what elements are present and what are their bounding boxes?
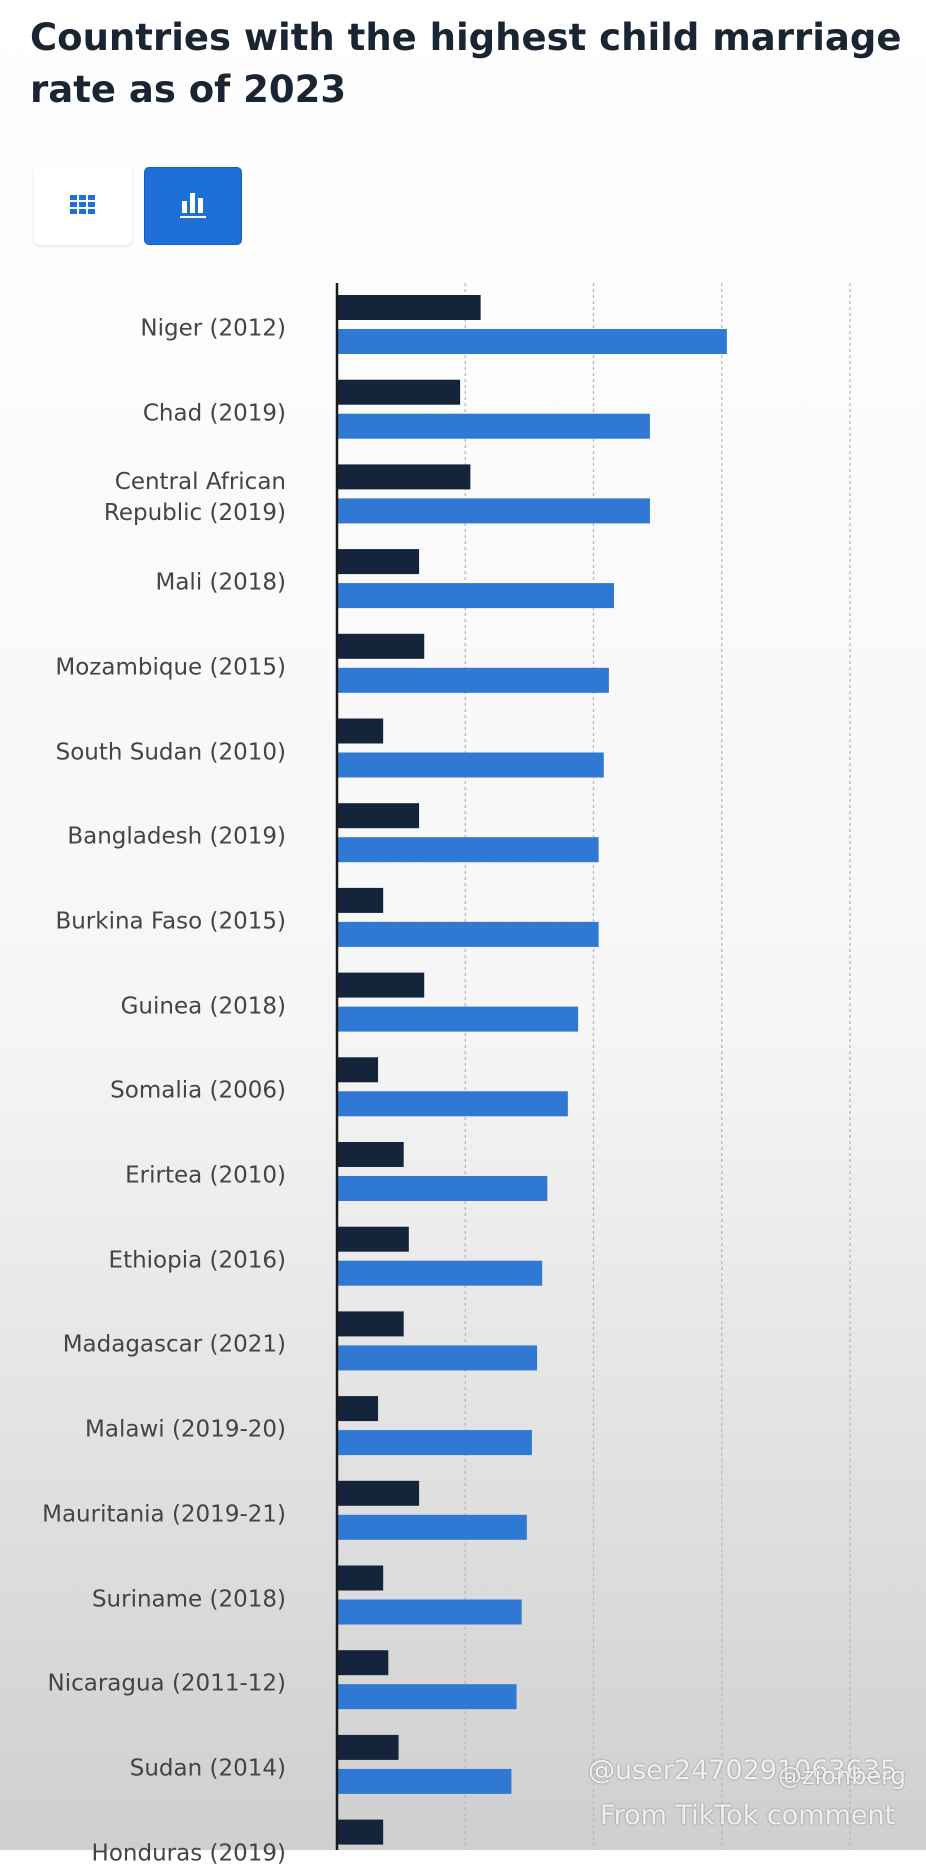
bar	[337, 583, 615, 609]
bar	[337, 1734, 399, 1760]
bar	[337, 972, 425, 998]
watermark: @zionberg	[778, 1762, 906, 1790]
bar	[337, 1260, 543, 1286]
category-label: Honduras (2019)	[91, 1840, 286, 1867]
chart-title: Countries with the highest child marriag…	[30, 16, 902, 111]
category-label: Burkina Faso (2015)	[55, 908, 286, 935]
category-label: Chad (2019)	[142, 400, 286, 427]
grid-icon	[70, 195, 95, 214]
category-label: Nicaragua (2011-12)	[47, 1670, 286, 1697]
bar	[337, 803, 420, 829]
category-label: Ethiopia (2016)	[108, 1247, 286, 1274]
category-label: Niger (2012)	[140, 315, 286, 342]
bar	[337, 1091, 568, 1117]
bar	[337, 1565, 384, 1591]
bar	[337, 1176, 548, 1201]
bar	[337, 752, 604, 778]
watermark: From TikTok comment	[600, 1800, 896, 1831]
bar	[337, 921, 599, 947]
bar	[337, 1514, 527, 1540]
bar	[337, 1430, 532, 1456]
bar	[337, 718, 384, 744]
watermark: @user2470291063635	[588, 1755, 898, 1786]
category-label: Somalia (2006)	[110, 1077, 286, 1104]
category-label: Sudan (2014)	[129, 1755, 286, 1782]
bar	[337, 1396, 379, 1422]
bar	[337, 1819, 384, 1845]
bar	[337, 1345, 538, 1371]
bar	[337, 549, 420, 575]
bar	[337, 1006, 579, 1032]
bar	[337, 464, 471, 490]
bar	[337, 633, 425, 659]
bar	[337, 1599, 522, 1625]
bar	[337, 329, 727, 354]
table-view-button[interactable]	[34, 167, 132, 245]
bar	[337, 1057, 379, 1083]
category-label: Mali (2018)	[155, 569, 286, 596]
bar	[337, 837, 599, 863]
bar	[337, 1650, 389, 1676]
bar	[337, 1311, 404, 1337]
category-label: Mauritania (2019-21)	[42, 1501, 286, 1528]
bar	[337, 667, 609, 693]
category-label: Malawi (2019-20)	[85, 1416, 286, 1443]
category-label: Erirtea (2010)	[125, 1162, 286, 1189]
category-label: South Sudan (2010)	[55, 739, 286, 765]
bar	[337, 1768, 512, 1794]
category-label: Mozambique (2015)	[55, 654, 286, 681]
bar	[337, 887, 384, 913]
category-label: Guinea (2018)	[120, 993, 286, 1020]
bar	[337, 1480, 420, 1506]
category-label: Madagascar (2021)	[62, 1331, 286, 1358]
bar	[337, 1684, 517, 1710]
category-label: Suriname (2018)	[91, 1586, 286, 1612]
category-label: Central African Republic (2019)	[103, 469, 286, 527]
bar	[337, 1142, 404, 1167]
bar	[337, 413, 650, 439]
bar	[337, 379, 461, 405]
chart-view-button[interactable]	[144, 167, 242, 245]
bar	[337, 295, 481, 320]
bar	[337, 1226, 409, 1252]
category-label: Bangladesh (2019)	[67, 823, 286, 850]
bar-icon	[180, 193, 206, 218]
bar	[337, 498, 650, 524]
